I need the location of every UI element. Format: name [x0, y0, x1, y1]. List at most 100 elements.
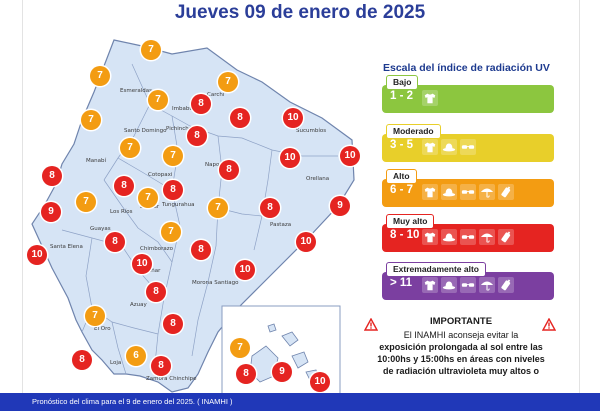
uv-badge-azuay: 8 — [146, 282, 166, 302]
uv-badge-los-rios: 8 — [191, 240, 211, 260]
uv-level-name: Moderado — [386, 124, 441, 139]
label-cotopaxi: Cotopaxi — [148, 172, 173, 178]
footer-caption: Pronóstico del clima para el 9 de enero … — [0, 393, 600, 411]
uv-level-name: Alto — [386, 169, 417, 184]
uv-badge-zamora: 8 — [151, 356, 171, 376]
shirt-icon — [422, 277, 438, 293]
uv-badge-pichincha-s: 8 — [187, 126, 207, 146]
label-esmeraldas: Esmeraldas — [120, 88, 152, 94]
uv-level-icons — [422, 229, 514, 245]
uv-level-range: > 11 — [390, 277, 413, 289]
sunscreen-icon — [498, 184, 514, 200]
uv-level-range: 8 - 10 — [390, 229, 420, 241]
label-zamora: Zamora Chinchipe — [146, 376, 197, 382]
uv-badge-pastaza-s: 10 — [296, 232, 316, 252]
uv-level-name: Muy alto — [386, 214, 435, 229]
hat-icon — [441, 139, 457, 155]
label-tungurahua: Tungurahua — [162, 202, 195, 208]
uv-badge-los-rios-s: 7 — [208, 198, 228, 218]
uv-badge-manabi-c: 7 — [76, 192, 96, 212]
sunglasses-icon — [460, 229, 476, 245]
label-sucumbios: Sucumbíos — [296, 128, 327, 134]
uv-badge-santa-elena: 10 — [27, 245, 47, 265]
uv-badge-galapagos-d: 10 — [310, 372, 330, 392]
label-orellana: Orellana — [306, 176, 330, 182]
uv-badge-morona-s: 10 — [235, 260, 255, 280]
label-napo: Napo — [205, 162, 220, 168]
uv-badge-manabi: 8 — [42, 166, 62, 186]
label-morona-santiago: Morona Santiago — [192, 280, 239, 286]
uv-badge-tungurahua: 8 — [163, 180, 183, 200]
important-line-4: de radiación ultravioleta muy altos o — [382, 366, 540, 376]
shirt-icon — [422, 90, 438, 106]
hat-icon — [441, 184, 457, 200]
uv-badge-manabi-s: 9 — [41, 202, 61, 222]
uv-badge-el-oro: 7 — [85, 306, 105, 326]
label-manabi: Manabí — [86, 158, 106, 164]
uv-badge-loja: 6 — [126, 346, 146, 366]
uv-badge-manabi-n: 7 — [81, 110, 101, 130]
label-canar: Cañar — [144, 268, 161, 274]
uv-badge-orellana: 10 — [340, 146, 360, 166]
label-loja: Loja — [110, 360, 122, 366]
uv-badge-sucumbios: 10 — [283, 108, 303, 128]
important-line-1: El INAMHI aconseja evitar la — [403, 330, 519, 340]
mainland-shape — [31, 39, 355, 393]
label-chimborazo: Chimborazo — [140, 246, 173, 252]
important-heading: IMPORTANTE — [429, 316, 493, 327]
uv-badge-imbabura: 7 — [148, 90, 168, 110]
uv-level-icons — [422, 90, 438, 106]
uv-level-range: 6 - 7 — [390, 184, 414, 196]
warning-icon — [542, 318, 556, 331]
shirt-icon — [422, 139, 438, 155]
footer-text: Pronóstico del clima para el 9 de enero … — [32, 397, 233, 406]
uv-badge-santo-domingo: 7 — [120, 138, 140, 158]
uv-badge-galapagos-a: 7 — [230, 338, 250, 358]
uv-level-name: Extremadamente alto — [386, 262, 486, 277]
label-pastaza: Pastaza — [270, 222, 292, 228]
uv-badge-cotopaxi: 7 — [163, 146, 183, 166]
uv-badge-esmeraldas-n: 7 — [218, 72, 238, 92]
ecuador-map — [31, 39, 355, 395]
uv-badge-canar: 10 — [132, 254, 152, 274]
sunglasses-icon — [460, 184, 476, 200]
uv-level-range: 1 - 2 — [390, 90, 414, 102]
label-azuay: Azuay — [130, 302, 147, 308]
shirt-icon — [422, 184, 438, 200]
sunscreen-icon — [498, 229, 514, 245]
sunglasses-icon — [460, 277, 476, 293]
uv-level-icons — [422, 184, 514, 200]
page-title: Jueves 09 de enero de 2025 — [174, 2, 426, 23]
hat-icon — [441, 277, 457, 293]
uv-badge-loja-w: 8 — [72, 350, 92, 370]
uv-badge-esmeraldas: 7 — [90, 66, 110, 86]
uv-badge-pastaza-e: 8 — [260, 198, 280, 218]
uv-badge-azuay-s: 8 — [163, 314, 183, 334]
label-guayas: Guayas — [90, 226, 111, 232]
uv-badge-carchi: 7 — [141, 40, 161, 60]
uv-badge-galapagos-c: 9 — [272, 362, 292, 382]
uv-level-icons — [422, 277, 514, 293]
uv-level-range: 3 - 5 — [390, 139, 414, 151]
warning-icon — [364, 318, 378, 331]
label-santo-domingo: Santo Domingo — [124, 128, 167, 134]
uv-badge-bolivar: 7 — [138, 188, 158, 208]
uv-badge-pichincha: 8 — [230, 108, 250, 128]
label-carchi: Carchi — [207, 92, 225, 98]
scale-title: Escala del índice de radiación UV — [383, 62, 550, 74]
hat-icon — [441, 229, 457, 245]
label-pichincha: Pichincha — [166, 126, 193, 132]
uv-badge-pastaza: 9 — [330, 196, 350, 216]
sunglasses-icon — [460, 139, 476, 155]
uv-badge-cotopaxi-s: 8 — [114, 176, 134, 196]
shirt-icon — [422, 229, 438, 245]
label-el-oro: El Oro — [94, 326, 111, 332]
important-line-3: 10:00hs y 15:00hs en áreas con niveles — [377, 354, 545, 364]
uv-badge-napo: 10 — [280, 148, 300, 168]
uv-badge-chimborazo: 7 — [161, 222, 181, 242]
label-los-rios: Los Ríos — [110, 209, 133, 215]
label-imbabura: Imbabura — [172, 106, 199, 112]
label-santa-elena: Santa Elena — [50, 244, 83, 250]
uv-level-name: Bajo — [386, 75, 419, 90]
umbrella-icon — [479, 229, 495, 245]
